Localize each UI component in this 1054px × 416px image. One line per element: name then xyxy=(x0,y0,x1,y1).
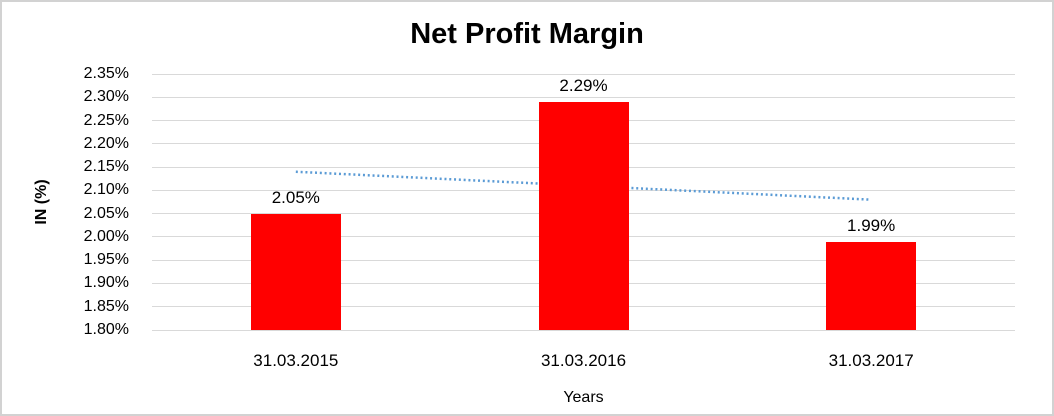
gridline xyxy=(152,96,1015,98)
bar-31.03.2017 xyxy=(826,241,917,330)
y-tick-label: 1.85% xyxy=(83,297,129,315)
data-label: 2.29% xyxy=(559,75,608,95)
y-tick-label: 2.35% xyxy=(83,65,129,82)
bar-31.03.2015 xyxy=(250,213,341,330)
y-tick-label: 2.10% xyxy=(83,181,129,199)
chart-title: Net Profit Margin xyxy=(410,18,644,50)
y-tick-label: 2.05% xyxy=(83,204,129,222)
x-axis-title: Years xyxy=(563,389,604,406)
y-tick-label: 2.30% xyxy=(83,88,129,106)
y-tick-label: 1.95% xyxy=(83,251,129,269)
y-tick-label: 2.20% xyxy=(83,134,129,152)
x-tick-label: 31.03.2015 xyxy=(253,351,339,370)
y-tick-label: 2.00% xyxy=(83,227,129,245)
bar-31.03.2016 xyxy=(538,101,629,330)
y-tick-label: 1.90% xyxy=(83,274,129,292)
gridline xyxy=(152,73,1015,75)
data-label: 2.05% xyxy=(271,187,320,207)
x-tick-label: 31.03.2016 xyxy=(540,351,627,370)
data-label: 1.99% xyxy=(847,215,896,235)
y-tick-label: 2.25% xyxy=(83,111,129,129)
gridline xyxy=(152,329,1015,331)
x-tick-label: 31.03.2017 xyxy=(828,351,914,370)
y-tick-label: 2.15% xyxy=(83,158,129,176)
y-tick-label: 1.80% xyxy=(83,321,129,338)
